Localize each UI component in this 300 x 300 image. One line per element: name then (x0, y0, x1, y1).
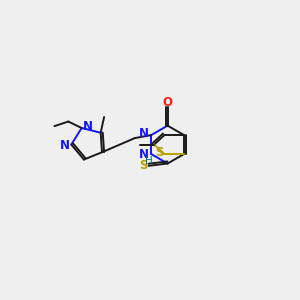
Polygon shape (151, 126, 184, 164)
Text: N: N (139, 148, 149, 160)
Text: N: N (83, 120, 93, 133)
Text: S: S (139, 159, 148, 172)
Text: S: S (155, 146, 164, 159)
Text: H: H (145, 155, 153, 166)
Text: N: N (60, 139, 70, 152)
Polygon shape (71, 128, 102, 160)
Polygon shape (154, 135, 184, 154)
Text: O: O (163, 96, 172, 109)
Text: N: N (139, 128, 149, 140)
